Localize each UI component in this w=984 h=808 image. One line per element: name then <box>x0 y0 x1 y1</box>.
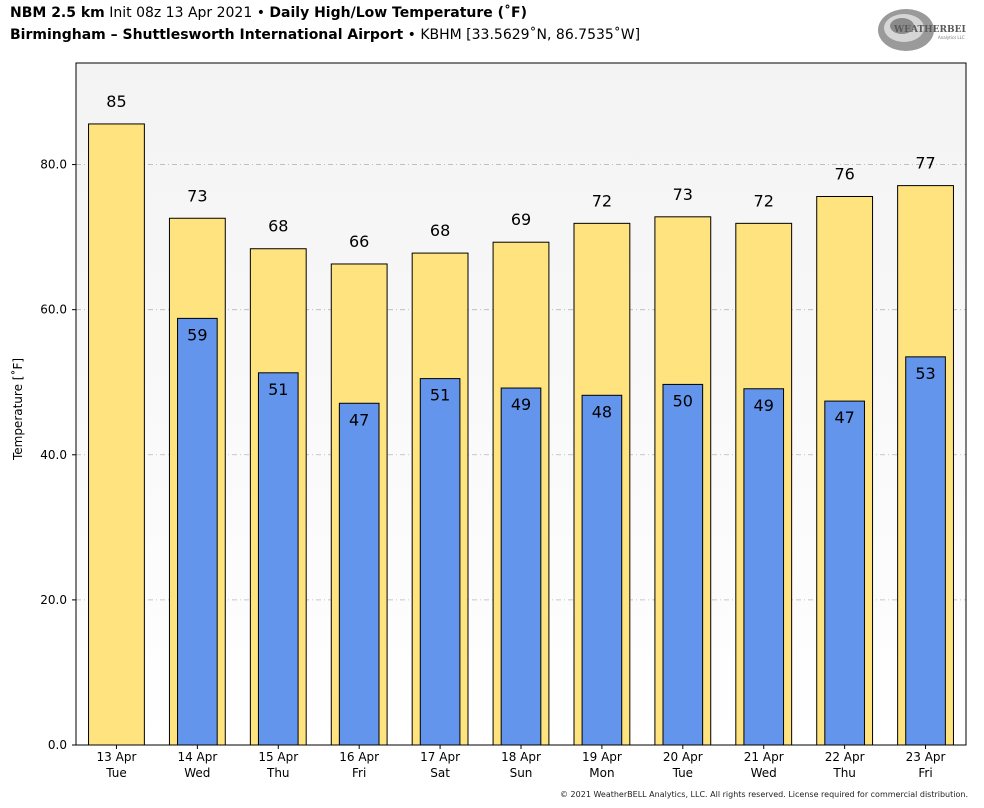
low-temp-label: 49 <box>511 395 531 414</box>
y-tick-label: 20.0 <box>40 593 67 607</box>
y-tick-label: 40.0 <box>40 448 67 462</box>
data-labels: 85 73 59 68 51 66 47 68 51 69 49 72 48 73 50 72 49 76 47 77… <box>106 92 935 429</box>
model-name: NBM 2.5 km <box>10 5 105 21</box>
bars <box>88 123 954 746</box>
product-title: Daily High/Low Temperature (˚F) <box>269 5 527 21</box>
low-temp-label: 59 <box>187 325 207 344</box>
weatherbell-logo: WEATHERBELL Analytics LLC <box>878 9 966 51</box>
high-temp-label: 72 <box>754 191 774 210</box>
logo-text: WEATHERBELL <box>893 25 966 35</box>
x-tick-day: Sat <box>430 766 450 780</box>
low-temp-bar <box>824 400 865 746</box>
low-temp-label: 48 <box>592 402 612 421</box>
low-temp-label: 47 <box>834 408 854 427</box>
high-temp-label: 69 <box>511 210 531 229</box>
y-tick-label: 0.0 <box>48 738 67 752</box>
x-tick-date: 21 Apr <box>744 750 784 764</box>
high-temp-label: 66 <box>349 232 369 251</box>
high-temp-label: 77 <box>915 154 935 173</box>
x-tick-date: 14 Apr <box>177 750 217 764</box>
low-temp-label: 50 <box>673 391 693 410</box>
low-temp-bar <box>419 378 461 746</box>
high-temp-label: 85 <box>106 92 126 111</box>
low-temp-bar <box>500 387 542 746</box>
low-temp-bar <box>581 394 623 746</box>
y-tick-label: 60.0 <box>40 303 67 317</box>
low-temp-label: 51 <box>268 380 288 399</box>
x-tick-day: Mon <box>589 766 614 780</box>
x-tick-date: 16 Apr <box>339 750 379 764</box>
low-temp-bar <box>177 317 218 746</box>
low-temp-label: 47 <box>349 410 369 429</box>
high-temp-label: 76 <box>834 164 854 183</box>
x-tick-date: 17 Apr <box>420 750 460 764</box>
x-tick-day: Wed <box>751 766 777 780</box>
x-tick-day: Tue <box>672 766 694 780</box>
station-name: Birmingham – Shuttlesworth International… <box>10 27 404 43</box>
x-tick-day: Wed <box>184 766 210 780</box>
x-tick-date: 22 Apr <box>825 750 865 764</box>
bullet-separator: • <box>407 27 416 43</box>
x-tick-date: 13 Apr <box>97 750 137 764</box>
x-tick-day: Sun <box>510 766 533 780</box>
station-meta: KBHM [33.5629˚N, 86.7535˚W] <box>420 27 641 43</box>
high-temp-label: 73 <box>673 185 693 204</box>
x-axis: 13 Apr Tue 14 Apr Wed 15 Apr Thu 16 Apr Fri 17 A… <box>97 745 946 780</box>
low-temp-bar <box>743 388 785 746</box>
x-tick-day: Thu <box>832 766 856 780</box>
y-tick-label: 80.0 <box>40 158 67 172</box>
low-temp-label: 53 <box>915 364 935 383</box>
x-tick-date: 15 Apr <box>258 750 298 764</box>
logo-subtext: Analytics LLC <box>938 35 965 40</box>
y-axis-label: Temperature [˚F] <box>10 358 25 461</box>
low-temp-label: 49 <box>754 396 774 415</box>
low-temp-bar <box>257 372 299 746</box>
high-temp-label: 68 <box>268 217 288 236</box>
low-temp-label: 51 <box>430 386 450 405</box>
x-tick-day: Thu <box>266 766 290 780</box>
x-tick-date: 18 Apr <box>501 750 541 764</box>
x-tick-day: Fri <box>918 766 932 780</box>
low-temp-bar <box>905 356 946 746</box>
high-temp-bar <box>88 123 145 746</box>
high-temp-label: 73 <box>187 186 207 205</box>
bullet-separator: • <box>256 5 265 21</box>
chart-title-line-2: Birmingham – Shuttlesworth International… <box>10 27 640 43</box>
high-temp-label: 68 <box>430 221 450 240</box>
x-tick-date: 20 Apr <box>663 750 703 764</box>
chart-title-line-1: NBM 2.5 km Init 08z 13 Apr 2021 • Daily … <box>10 5 527 21</box>
copyright-notice: © 2021 WeatherBELL Analytics, LLC. All r… <box>560 790 968 799</box>
low-temp-bar <box>338 402 380 746</box>
low-temp-bar <box>662 383 704 746</box>
init-time: Init 08z 13 Apr 2021 <box>109 5 253 21</box>
x-tick-day: Fri <box>352 766 366 780</box>
x-tick-day: Tue <box>105 766 127 780</box>
x-tick-date: 23 Apr <box>906 750 946 764</box>
y-axis: 0.0 20.0 40.0 60.0 80.0 <box>40 158 76 752</box>
high-temp-label: 72 <box>592 191 612 210</box>
x-tick-date: 19 Apr <box>582 750 622 764</box>
